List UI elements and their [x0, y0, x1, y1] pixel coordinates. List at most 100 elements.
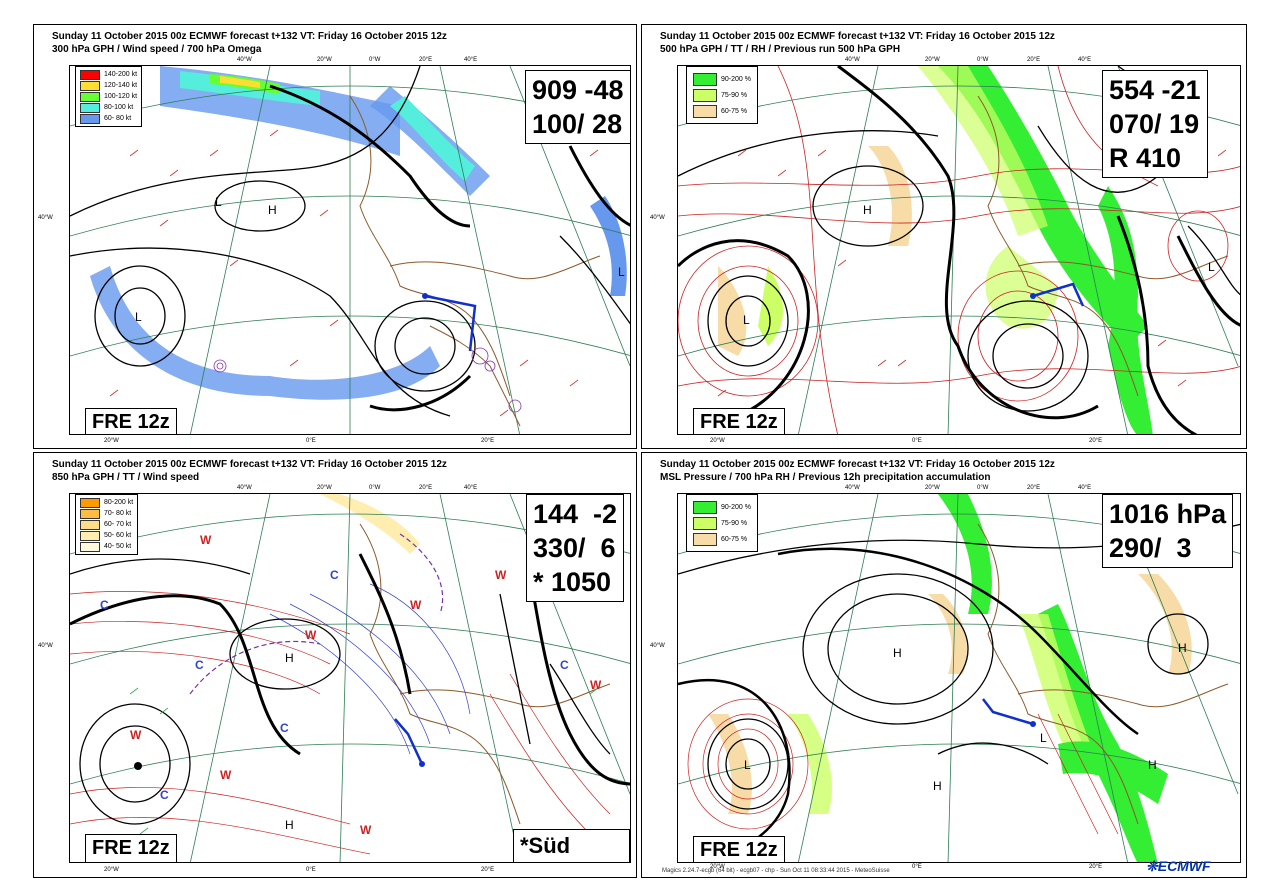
legend-label: 80-100 kt	[104, 104, 134, 111]
svg-text:L: L	[618, 265, 625, 279]
legend-row: 60-75 %	[693, 103, 751, 119]
lon-label: 40°W	[237, 485, 252, 491]
legend-label: 50- 60 kt	[104, 532, 132, 539]
svg-text:H: H	[933, 779, 942, 793]
legend-label: 60- 70 kt	[104, 521, 132, 528]
legend-row: 80-200 kt	[80, 497, 133, 508]
legend-row: 80-100 kt	[80, 102, 137, 113]
panel-header-fields: 300 hPa GPH / Wind speed / 700 hPa Omega	[52, 44, 262, 55]
legend-swatch	[693, 104, 717, 118]
lon-label: 0°E	[912, 864, 922, 870]
legend-row: 60- 70 kt	[80, 519, 133, 530]
lon-label: 20°E	[419, 57, 433, 63]
map-300hpa: H L L L 140-200 kt 120-140 kt 100-120 kt…	[69, 65, 631, 435]
legend-row: 60- 80 kt	[80, 113, 137, 124]
ecmwf-logo: ❊ECMWF	[1146, 858, 1211, 875]
legend-relative-humidity: 90-200 % 75-90 % 60-75 %	[686, 66, 758, 124]
lon-label: 20°E	[481, 867, 495, 873]
legend-swatch	[80, 497, 100, 508]
legend-row: 60-75 %	[693, 531, 751, 547]
svg-text:H: H	[285, 651, 294, 665]
lon-label: 20°W	[317, 57, 332, 63]
lon-label: 40°E	[1078, 485, 1092, 491]
svg-text:W: W	[200, 533, 212, 547]
legend-relative-humidity: 90-200 % 75-90 % 60-75 %	[686, 494, 758, 552]
map-500hpa: H L L 90-200 % 75-90 % 60-75 % 554 -21 0…	[677, 65, 1241, 435]
lon-label: 0°W	[369, 57, 381, 63]
lon-label: 20°E	[1089, 864, 1103, 870]
legend-swatch	[80, 519, 100, 530]
legend-label: 60-75 %	[721, 107, 748, 115]
lon-label: 20°W	[104, 867, 119, 873]
station-label: FRE 12z	[85, 408, 177, 434]
lon-label: 20°W	[104, 438, 119, 444]
panel-header-fields: 500 hPa GPH / TT / RH / Previous run 500…	[660, 44, 901, 55]
svg-text:H: H	[893, 646, 902, 660]
lon-label: 40°E	[1078, 57, 1092, 63]
lon-label: 0°E	[306, 438, 316, 444]
legend-swatch	[693, 500, 717, 514]
panel-850hpa: Sunday 11 October 2015 00z ECMWF forecas…	[33, 452, 637, 878]
lon-label: 0°W	[977, 485, 989, 491]
lon-label: 40°W	[650, 643, 665, 649]
sud-altitude-label: *Süd 1740	[513, 829, 630, 862]
svg-text:W: W	[305, 628, 317, 642]
legend-label: 120-140 kt	[104, 82, 138, 89]
legend-row: 90-200 %	[693, 499, 751, 515]
legend-row: 75-90 %	[693, 87, 751, 103]
panel-500hpa: Sunday 11 October 2015 00z ECMWF forecas…	[641, 24, 1247, 449]
svg-text:C: C	[330, 568, 339, 582]
svg-text:W: W	[410, 598, 422, 612]
legend-swatch	[80, 541, 100, 552]
lon-label: 0°W	[369, 485, 381, 491]
svg-text:W: W	[130, 728, 142, 742]
svg-text:L: L	[1208, 260, 1215, 274]
svg-text:C: C	[160, 788, 169, 802]
svg-text:C: C	[280, 721, 289, 735]
panel-header-date: Sunday 11 October 2015 00z ECMWF forecas…	[660, 31, 1055, 42]
legend-row: 50- 60 kt	[80, 530, 133, 541]
svg-text:W: W	[590, 678, 602, 692]
lon-label: 20°E	[1027, 57, 1041, 63]
lon-label: 40°W	[38, 643, 53, 649]
lon-label: 20°E	[1089, 438, 1103, 444]
panel-header-date: Sunday 11 October 2015 00z ECMWF forecas…	[52, 459, 447, 470]
legend-label: 140-200 kt	[104, 71, 138, 78]
svg-text:C: C	[100, 598, 109, 612]
lon-label: 0°W	[977, 57, 989, 63]
legend-label: 70- 80 kt	[104, 510, 132, 517]
svg-text:L: L	[744, 758, 751, 772]
legend-wind-speed: 80-200 kt 70- 80 kt 60- 70 kt 50- 60 kt …	[75, 494, 139, 555]
panel-header-fields: 850 hPa GPH / TT / Wind speed	[52, 472, 200, 483]
lon-label: 20°W	[925, 485, 940, 491]
lon-label: 40°W	[38, 215, 53, 221]
legend-row: 90-200 %	[693, 71, 751, 87]
svg-text:W: W	[220, 768, 232, 782]
lon-label: 40°W	[237, 57, 252, 63]
svg-text:L: L	[135, 310, 142, 324]
lon-label: 0°E	[306, 867, 316, 873]
legend-label: 60- 80 kt	[104, 115, 132, 122]
legend-swatch	[80, 508, 100, 519]
legend-swatch	[80, 69, 100, 80]
lon-label: 40°E	[464, 485, 478, 491]
lon-label: 40°W	[650, 215, 665, 221]
panel-header-date: Sunday 11 October 2015 00z ECMWF forecas…	[52, 31, 447, 42]
map-850hpa: W W W W W W W W C C C C C C H H	[69, 493, 631, 863]
legend-label: 75-90 %	[721, 519, 748, 527]
panel-300hpa: Sunday 11 October 2015 00z ECMWF forecas…	[33, 24, 637, 449]
legend-swatch	[693, 88, 717, 102]
lon-label: 20°W	[710, 864, 725, 870]
panel-header-date: Sunday 11 October 2015 00z ECMWF forecas…	[660, 459, 1055, 470]
legend-row: 75-90 %	[693, 515, 751, 531]
legend-label: 100-120 kt	[104, 93, 138, 100]
lon-label: 20°E	[481, 438, 495, 444]
lon-label: 20°E	[1027, 485, 1041, 491]
legend-label: 90-200 %	[721, 75, 751, 83]
legend-row: 70- 80 kt	[80, 508, 133, 519]
legend-label: 75-90 %	[721, 91, 748, 99]
svg-text:L: L	[743, 313, 750, 327]
panel-msl-pressure: Sunday 11 October 2015 00z ECMWF forecas…	[641, 452, 1247, 878]
lon-label: 0°E	[912, 438, 922, 444]
station-info-box: 909 -48 100/ 28	[525, 70, 630, 144]
